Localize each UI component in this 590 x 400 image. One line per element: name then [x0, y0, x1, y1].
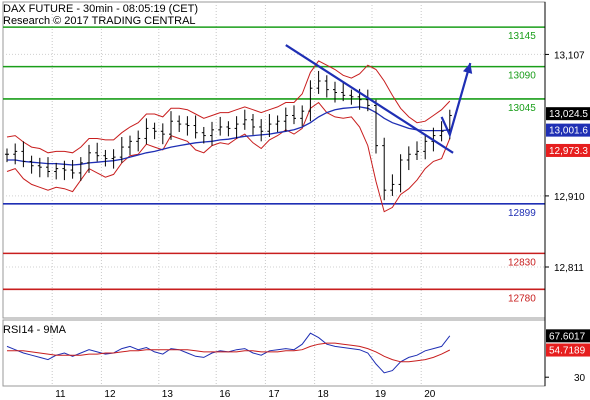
- y-tick-label: 13,107: [554, 50, 585, 61]
- x-tick-label: 18: [318, 389, 330, 400]
- price-tag-bg: [546, 123, 590, 137]
- price-tag-bg: [546, 143, 590, 157]
- chart-subtitle: Research © 2017 TRADING CENTRAL: [3, 15, 196, 27]
- series-upper-band: [6, 60, 451, 154]
- grid: [2, 1, 546, 387]
- x-tick-label: 11: [55, 389, 66, 400]
- rsi-tag-bg: [546, 329, 590, 343]
- rsi-tag: 54.7189: [549, 346, 586, 357]
- price-tags: 13,024.5 13,001.6 12,973.3 67.6017 54.7189: [546, 107, 590, 357]
- level-label: 12830: [508, 257, 536, 268]
- level-label: 12899: [508, 208, 536, 219]
- level-label: 12780: [508, 293, 536, 304]
- y-tick-label: 12,910: [554, 192, 585, 203]
- chart-title: DAX FUTURE - 30min - 08:05:19 (CET): [3, 3, 198, 15]
- x-tick-label: 16: [219, 389, 231, 400]
- forecast-arrow: [440, 62, 472, 139]
- axes: 11 12 13 16 17 18 19 20 13,107 12,910 12,811 30: [55, 2, 586, 400]
- forecast-arrow-head: [462, 63, 473, 74]
- level-label: 13145: [508, 31, 536, 42]
- rsi-tag-bg: [546, 343, 590, 357]
- price-tag-bg: [546, 107, 590, 121]
- rsi-series-ma: [7, 342, 451, 363]
- price-tag: 13,024.5: [549, 109, 588, 120]
- x-tick-label: 19: [375, 389, 387, 400]
- level-label: 13045: [508, 103, 536, 114]
- x-tick-label: 13: [162, 389, 174, 400]
- rsi-panel: [6, 332, 451, 374]
- price-tag: 13,001.6: [549, 126, 588, 137]
- x-tick-label: 20: [424, 389, 436, 400]
- x-tick-label: 17: [268, 389, 280, 400]
- x-tick-label: 12: [104, 389, 116, 400]
- rsi-tag: 67.6017: [549, 331, 586, 342]
- annotations: [285, 44, 473, 154]
- y-tick-label: 12,811: [554, 263, 584, 274]
- level-label: 13090: [508, 71, 536, 82]
- trendline: [285, 44, 454, 154]
- level-lines: 13145 13090 13045 12899 12830 12780: [3, 26, 545, 304]
- rsi-title: RSI14 - 9MA: [3, 324, 67, 336]
- rsi-tick-label: 30: [574, 373, 586, 384]
- price-tag: 12,973.3: [549, 146, 588, 157]
